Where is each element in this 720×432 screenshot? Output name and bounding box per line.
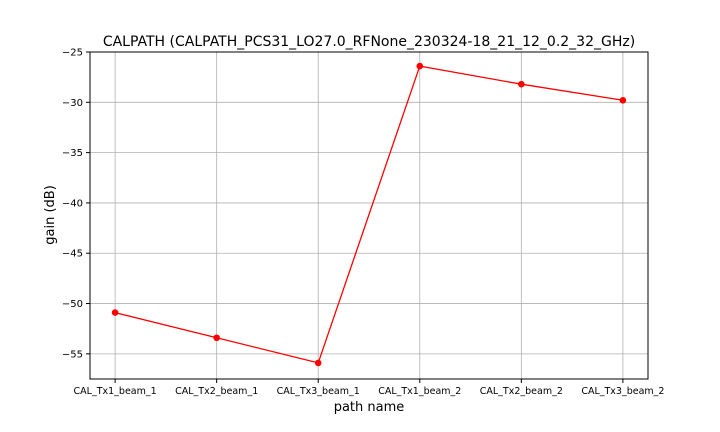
data-point [111,309,119,316]
data-point [518,80,525,88]
y-tick-label: −25 [62,48,83,59]
y-tick-label: −55 [62,349,83,360]
x-tick-label: CAL_Tx2_beam_2 [480,386,563,397]
y-axis-label: gain (dB) [43,185,58,245]
x-tick-label: CAL_Tx2_beam_1 [175,386,258,397]
series-layer [111,62,627,367]
data-point [314,359,322,367]
x-tick-label: CAL_Tx1_beam_2 [378,386,461,397]
x-tick-label: CAL_Tx3_beam_2 [581,386,664,397]
x-tick-label: CAL_Tx1_beam_1 [74,386,157,397]
tick-layer: −55 −50 −45 −40 −35 −30 −25 CAL_Tx1_beam_1 CAL_T… [62,48,665,398]
grid-lines [90,51,648,379]
y-tick-label: −40 [62,198,83,209]
series-line [114,65,623,364]
chart-title: CALPATH (CALPATH_PCS31_LO27.0_RFNone_230… [103,34,635,50]
data-point [213,334,220,342]
data-point [619,96,627,104]
y-tick-label: −35 [62,148,83,159]
x-axis-label: path name [334,400,405,415]
x-tick-label: CAL_Tx3_beam_1 [277,386,360,397]
plot-frame [89,51,649,380]
data-point [416,62,424,70]
y-tick-label: −45 [62,249,83,260]
y-tick-label: −30 [62,98,83,109]
y-tick-label: −50 [62,299,83,310]
